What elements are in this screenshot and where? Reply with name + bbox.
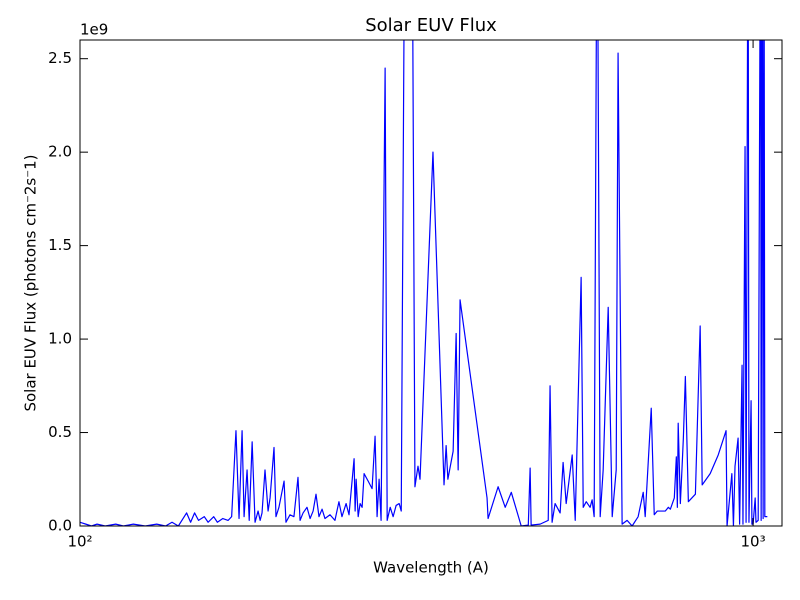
x-tick-label: 10² <box>67 533 92 551</box>
chart-title: Solar EUV Flux <box>365 15 497 36</box>
y-tick-label: 1.0 <box>48 330 72 348</box>
x-axis-label: Wavelength (A) <box>373 559 489 577</box>
y-tick-label: 2.5 <box>48 49 72 67</box>
y-offset-label: 1e9 <box>80 21 108 39</box>
y-tick-label: 1.5 <box>48 236 72 254</box>
data-line <box>80 40 768 526</box>
plot-area <box>80 40 768 526</box>
y-tick-label: 0.5 <box>48 423 72 441</box>
y-tick-label: 0.0 <box>48 517 72 535</box>
plot-frame <box>79 39 783 527</box>
axes: 0.0 0.5 1.0 1.5 2.0 2.5 10² 10³ <box>48 40 782 551</box>
y-tick-label: 2.0 <box>48 143 72 161</box>
x-tick-label: 10³ <box>741 533 766 551</box>
y-axis-label: Solar EUV Flux (photons cm⁻2s⁻1) <box>22 154 40 411</box>
